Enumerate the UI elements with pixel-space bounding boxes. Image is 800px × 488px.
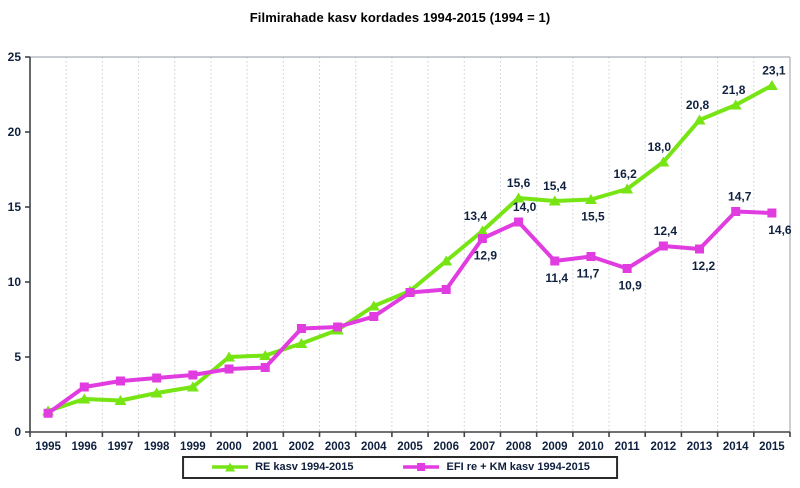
x-axis-tick-label: 1999 [180,441,206,453]
x-axis-tick-label: 2007 [470,441,496,453]
y-axis-tick-label: 25 [8,50,22,64]
x-axis-tick-label: 2012 [651,441,677,453]
data-point-label: 12,2 [692,259,716,273]
data-point-marker [295,338,308,348]
x-axis-tick-label: 2004 [361,441,387,453]
legend-line-sample-icon [212,462,249,472]
data-point-marker [586,252,596,261]
data-point-marker [188,370,198,380]
x-axis-tick-label: 2006 [433,441,459,453]
data-point-marker [693,114,706,125]
data-point-label: 23,1 [762,64,786,78]
data-point-marker [584,194,597,204]
data-point-label: 14,6 [768,223,792,237]
x-axis-tick-label: 1995 [35,441,61,453]
legend-label: EFI re + KM kasv 1994-2015 [446,461,590,473]
data-point-marker [186,381,199,392]
legend-line-sample-icon [403,463,440,471]
chart-legend: RE kasv 1994-2015 EFI re + KM kasv 1994-… [182,456,618,479]
data-point-marker [114,395,127,405]
data-point-marker [548,195,561,206]
data-point-marker [259,350,272,360]
data-point-label: 13,4 [464,209,488,223]
x-axis-tick-label: 2014 [723,441,749,453]
legend-item-efi: EFI re + KM kasv 1994-2015 [402,461,590,473]
x-axis-tick-label: 2010 [578,441,604,453]
data-point-marker [296,324,306,333]
x-axis-tick-label: 2002 [289,441,315,453]
data-point-marker [765,80,778,90]
data-point-marker [514,217,524,227]
data-point-label: 14,7 [728,190,752,204]
data-point-label: 15,4 [543,179,567,193]
data-point-label: 11,7 [577,267,600,281]
data-point-marker [367,300,380,311]
data-point-marker [223,351,236,362]
data-point-label: 11,4 [545,271,568,285]
x-axis-tick-label: 2013 [687,441,713,453]
data-point-label: 15,5 [581,210,605,224]
x-axis-tick-label: 1998 [144,441,170,453]
x-axis-tick-label: 2011 [615,441,641,453]
data-point-label: 18,0 [648,140,672,154]
data-point-label: 12,9 [474,249,498,263]
x-axis-tick-label: 1996 [71,441,97,453]
data-point-label: 14,0 [513,200,537,214]
y-axis-tick-label: 20 [8,125,22,139]
data-point-marker [224,364,234,374]
data-point-marker [115,376,125,386]
data-point-marker [512,192,525,203]
y-axis-tick-label: 10 [8,275,22,289]
data-point-marker [622,264,632,273]
x-axis-tick-label: 2000 [216,441,242,453]
data-point-marker [43,408,53,418]
data-point-marker [260,363,270,372]
x-axis-tick-label: 2009 [542,441,568,453]
data-point-marker [657,156,670,167]
x-axis-tick-label: 2015 [759,441,785,453]
data-point-marker [767,208,777,218]
data-point-label: 12,4 [654,224,678,238]
data-point-marker [78,393,91,404]
data-point-label: 15,6 [507,176,531,190]
data-point-marker [550,256,560,266]
data-point-marker [729,99,742,110]
data-point-marker [441,285,451,294]
data-point-label: 21,8 [722,83,746,97]
data-point-marker [333,322,343,332]
data-point-label: 10,9 [618,279,642,293]
data-point-label: 20,8 [686,98,710,112]
x-axis-tick-label: 2005 [397,441,423,453]
data-point-label: 16,2 [613,167,637,181]
x-axis-tick-label: 2008 [506,441,532,453]
data-point-marker [477,234,487,243]
data-point-marker [476,225,489,236]
x-axis-tick-label: 2001 [252,441,278,453]
data-point-marker [79,382,89,392]
data-point-marker [731,207,741,216]
data-point-marker [440,255,453,266]
data-point-marker [152,373,162,383]
y-axis-tick-label: 0 [14,425,21,439]
x-axis-tick-label: 1997 [108,441,134,453]
data-point-marker [695,244,705,254]
legend-label: RE kasv 1994-2015 [255,461,354,473]
data-point-marker [658,241,668,251]
legend-item-re: RE kasv 1994-2015 [210,461,354,473]
data-point-marker [405,288,415,297]
chart-title: Filmirahade kasv kordades 1994-2015 (199… [249,10,551,25]
data-point-marker [369,312,379,321]
data-point-marker [621,183,634,194]
x-axis-tick-label: 2003 [325,441,351,453]
y-axis-tick-label: 15 [8,200,22,214]
y-axis-tick-label: 5 [14,350,21,364]
data-point-marker [150,387,163,398]
